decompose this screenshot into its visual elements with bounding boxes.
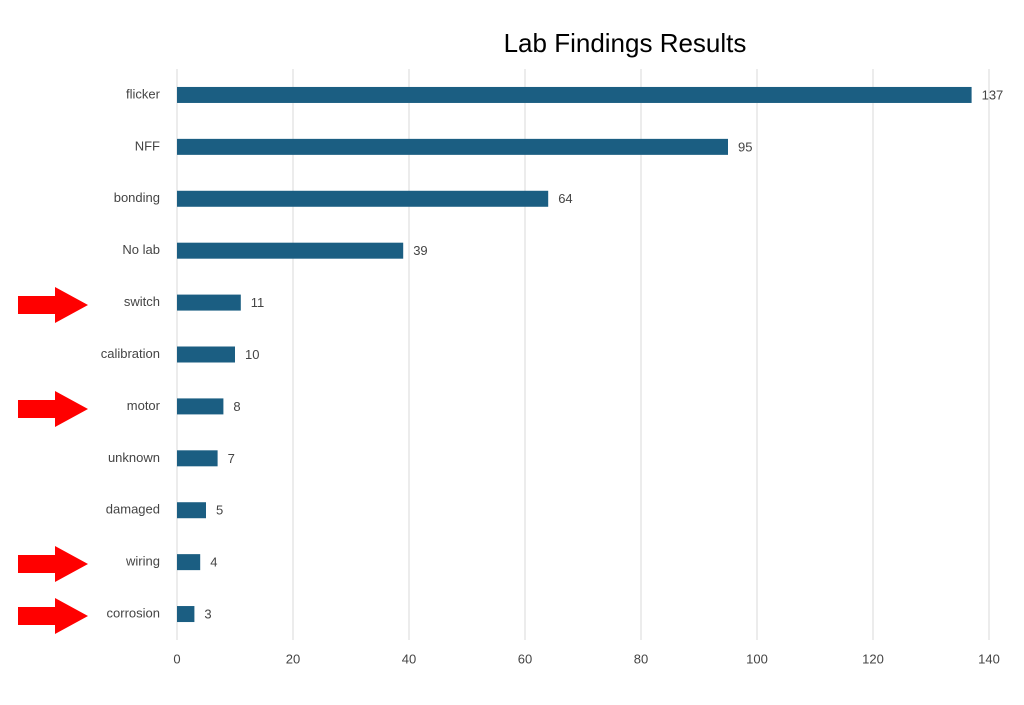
y-tick-label: unknown	[108, 450, 160, 465]
value-label: 7	[228, 451, 235, 466]
x-tick-label: 80	[634, 651, 648, 666]
y-tick-label: damaged	[106, 502, 160, 517]
value-label: 11	[251, 295, 264, 310]
bar	[177, 242, 404, 259]
value-label: 8	[233, 399, 240, 414]
y-tick-label: bonding	[114, 190, 160, 205]
arrow	[18, 598, 88, 634]
bar	[177, 398, 224, 415]
bar	[177, 554, 201, 571]
bar	[177, 606, 195, 623]
bar	[177, 86, 972, 103]
y-tick-label: calibration	[101, 346, 160, 361]
bar	[177, 294, 241, 311]
bar	[177, 138, 728, 155]
value-label: 3	[204, 606, 211, 621]
y-tick-label: wiring	[125, 554, 160, 569]
bar	[177, 190, 549, 207]
arrow	[18, 546, 88, 582]
y-tick-label: corrosion	[107, 605, 160, 620]
chart-title: Lab Findings Results	[504, 28, 747, 58]
x-tick-label: 0	[173, 651, 180, 666]
value-label: 137	[982, 87, 1004, 102]
x-tick-label: 40	[402, 651, 416, 666]
arrow	[18, 287, 88, 323]
value-label: 95	[738, 139, 752, 154]
x-tick-label: 100	[746, 651, 768, 666]
y-tick-label: switch	[124, 294, 160, 309]
bar	[177, 502, 206, 519]
value-label: 64	[558, 191, 572, 206]
y-tick-label: No lab	[122, 242, 160, 257]
bar	[177, 346, 235, 363]
y-tick-label: NFF	[135, 138, 160, 153]
arrows	[18, 287, 88, 634]
arrow	[18, 391, 88, 427]
value-label: 4	[210, 555, 217, 570]
x-tick-label: 140	[978, 651, 1000, 666]
value-label: 10	[245, 347, 259, 362]
y-tick-label: flicker	[126, 86, 161, 101]
x-tick-label: 60	[518, 651, 532, 666]
y-tick-label: motor	[127, 398, 161, 413]
bar	[177, 450, 218, 467]
x-tick-label: 20	[286, 651, 300, 666]
x-tick-label: 120	[862, 651, 884, 666]
value-label: 5	[216, 503, 223, 518]
value-label: 39	[413, 243, 427, 258]
